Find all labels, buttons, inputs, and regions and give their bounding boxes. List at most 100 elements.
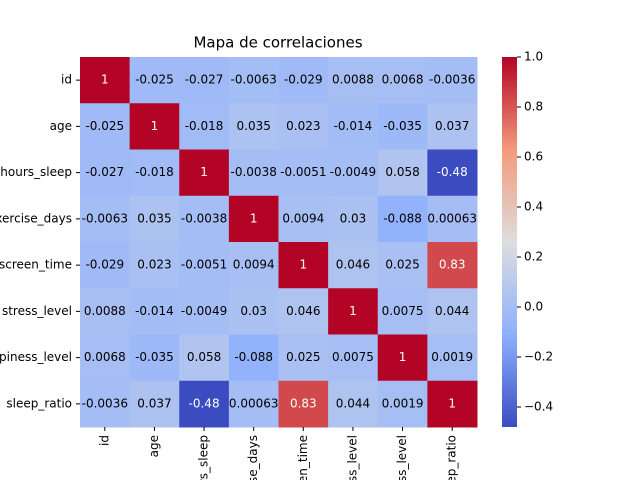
cell-label: 0.044 bbox=[336, 396, 370, 410]
heatmap-cell bbox=[377, 195, 428, 243]
cell-label: 0.037 bbox=[137, 396, 171, 410]
cell-label: -0.0036 bbox=[82, 396, 128, 410]
cell-label: 0.0068 bbox=[382, 73, 424, 87]
cell-label: 0.83 bbox=[290, 396, 317, 410]
y-tick-label: age bbox=[50, 119, 72, 133]
cell-label: 1 bbox=[151, 119, 159, 133]
colorbar-tick-label: 0.0 bbox=[524, 300, 543, 314]
heatmap-cell bbox=[228, 195, 279, 243]
cell-label: 0.0019 bbox=[382, 396, 424, 410]
heatmap-cell bbox=[377, 149, 428, 197]
cell-label: 0.0019 bbox=[431, 350, 473, 364]
x-tick-label: id bbox=[97, 435, 111, 446]
cell-label: 0.037 bbox=[435, 119, 469, 133]
heatmap-cell bbox=[80, 149, 131, 197]
cell-label: -0.0038 bbox=[181, 211, 227, 225]
cell-label: 1 bbox=[250, 211, 258, 225]
heatmap-cell bbox=[179, 149, 230, 197]
cell-label: 1 bbox=[101, 73, 109, 87]
heatmap-cell bbox=[129, 149, 180, 197]
heatmap-cell bbox=[427, 195, 478, 243]
heatmap-cell bbox=[278, 195, 329, 243]
cell-label: -0.088 bbox=[383, 211, 422, 225]
colorbar bbox=[502, 57, 517, 427]
heatmap-cell bbox=[328, 195, 379, 243]
heatmap-cell bbox=[427, 242, 478, 289]
cell-label: 0.03 bbox=[240, 304, 267, 318]
heatmap-cell bbox=[328, 334, 379, 382]
heatmap-cell bbox=[179, 103, 230, 150]
heatmap-cell bbox=[129, 103, 180, 150]
x-tick-label: hours_sleep bbox=[197, 435, 211, 480]
cell-label: -0.088 bbox=[234, 350, 273, 364]
cell-label: 0.025 bbox=[286, 350, 320, 364]
heatmap-cell bbox=[278, 380, 329, 428]
heatmap-cell bbox=[328, 57, 379, 104]
heatmap-cell bbox=[278, 103, 329, 150]
cell-label: 0.83 bbox=[439, 258, 466, 272]
heatmap-cell bbox=[179, 242, 230, 289]
cell-label: 0.00063 bbox=[427, 211, 477, 225]
heatmap-cell bbox=[278, 334, 329, 382]
heatmap-cell bbox=[278, 288, 329, 335]
y-tick-label: happiness_level bbox=[0, 350, 72, 364]
heatmap-cell bbox=[129, 242, 180, 289]
heatmap-cell bbox=[278, 57, 329, 104]
cell-label: -0.48 bbox=[437, 165, 468, 179]
cell-label: -0.014 bbox=[334, 119, 373, 133]
cell-label: -0.48 bbox=[189, 396, 220, 410]
heatmap-cell bbox=[377, 334, 428, 382]
chart-title: Mapa de correlaciones bbox=[193, 34, 362, 52]
x-tick-label: sleep_ratio bbox=[445, 435, 459, 480]
x-tick-label: happiness_level bbox=[395, 435, 409, 480]
cell-label: 0.035 bbox=[137, 211, 171, 225]
cell-label: -0.0049 bbox=[330, 165, 376, 179]
cell-label: -0.0063 bbox=[231, 73, 277, 87]
cell-label: -0.0036 bbox=[429, 73, 475, 87]
heatmap-cell bbox=[228, 242, 279, 289]
cell-label: 0.0088 bbox=[84, 304, 126, 318]
heatmap-cell bbox=[129, 334, 180, 382]
cell-label: 1 bbox=[200, 165, 208, 179]
colorbar-tick-label: 1.0 bbox=[524, 50, 543, 64]
heatmap-cell bbox=[328, 380, 379, 428]
colorbar-tick-label: 0.4 bbox=[524, 200, 543, 214]
heatmap-cell bbox=[80, 380, 131, 428]
cell-label: 0.058 bbox=[187, 350, 221, 364]
cell-label: -0.027 bbox=[185, 73, 224, 87]
heatmap-cell bbox=[328, 103, 379, 150]
cell-label: 0.058 bbox=[385, 165, 419, 179]
cell-label: -0.029 bbox=[85, 258, 124, 272]
heatmap-cell bbox=[377, 288, 428, 335]
cell-label: 0.046 bbox=[336, 258, 370, 272]
heatmap-cell bbox=[228, 334, 279, 382]
cell-label: 1 bbox=[448, 396, 456, 410]
heatmap-cell bbox=[179, 288, 230, 335]
heatmap-cell bbox=[427, 288, 478, 335]
cell-label: -0.014 bbox=[135, 304, 174, 318]
cell-label: 0.035 bbox=[237, 119, 271, 133]
cell-label: 0.00063 bbox=[229, 396, 279, 410]
colorbar-tick-label: −0.4 bbox=[524, 400, 553, 414]
y-tick-label: hours_sleep bbox=[0, 165, 72, 179]
y-tick-label: id bbox=[61, 73, 72, 87]
cell-label: 0.023 bbox=[137, 258, 171, 272]
heatmap-cell bbox=[427, 103, 478, 150]
cell-label: -0.035 bbox=[383, 119, 422, 133]
heatmap-cell bbox=[427, 334, 478, 382]
x-tick-label: screen_time bbox=[296, 435, 310, 480]
cell-label: -0.027 bbox=[85, 165, 124, 179]
cell-label: 0.0094 bbox=[282, 211, 324, 225]
heatmap-cell bbox=[377, 380, 428, 428]
heatmap-cell bbox=[377, 57, 428, 104]
heatmap-cell bbox=[228, 288, 279, 335]
heatmap-cell bbox=[278, 149, 329, 197]
colorbar-tick-label: −0.2 bbox=[524, 350, 553, 364]
cell-label: -0.0063 bbox=[82, 211, 128, 225]
heatmap-cell bbox=[80, 195, 131, 243]
heatmap-cell bbox=[80, 103, 131, 150]
heatmap-cell bbox=[179, 195, 230, 243]
heatmap-cell bbox=[377, 103, 428, 150]
x-tick-label: exercise_days bbox=[246, 435, 260, 480]
y-tick-label: screen_time bbox=[0, 258, 72, 272]
